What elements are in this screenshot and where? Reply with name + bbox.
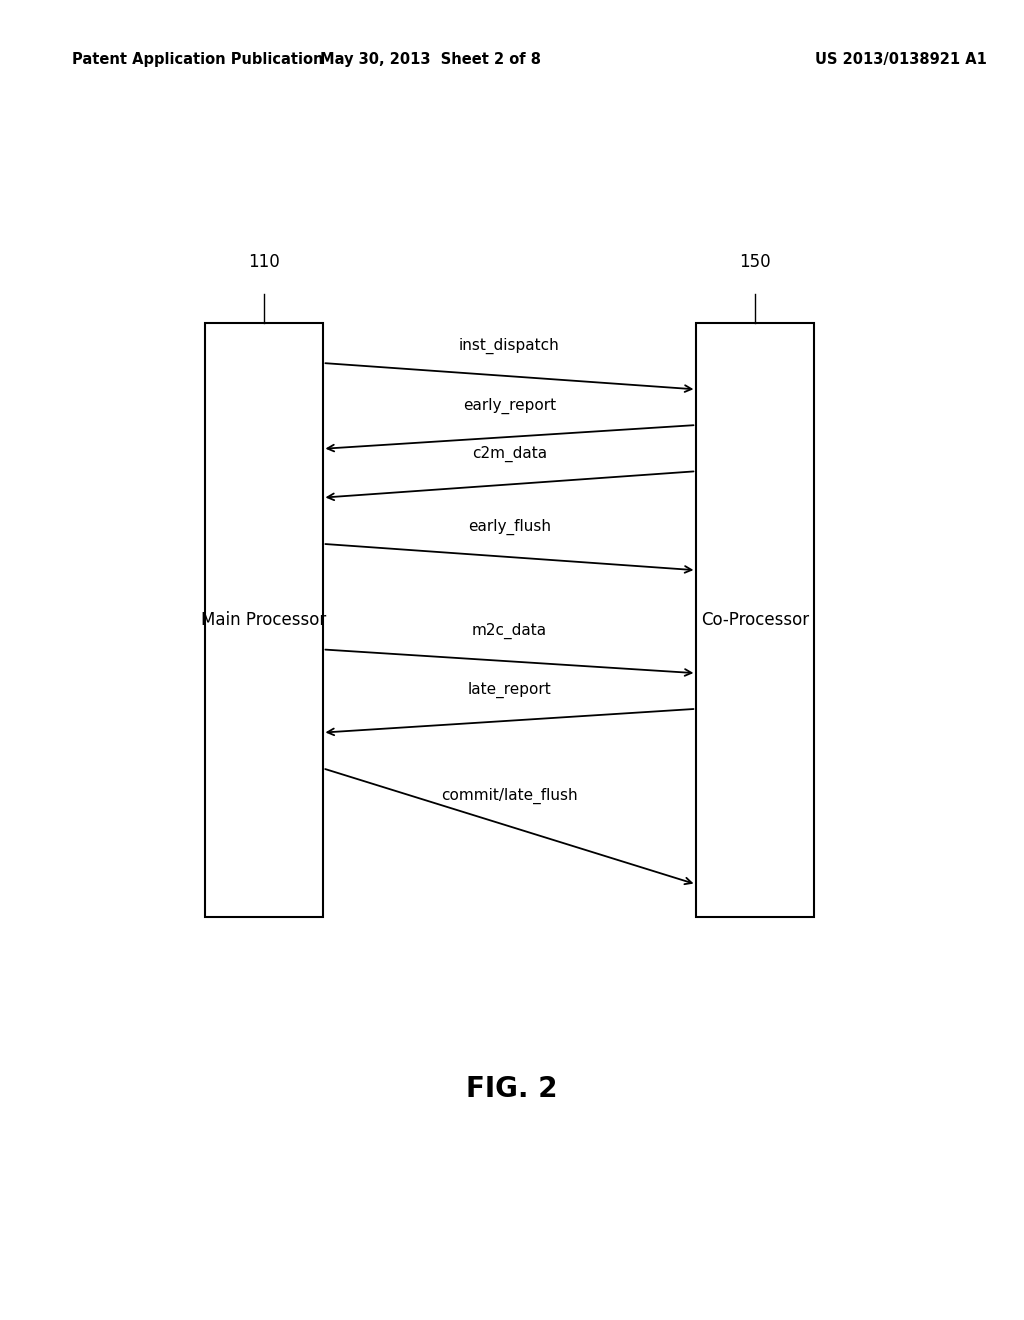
Text: late_report: late_report bbox=[468, 682, 551, 698]
Text: Patent Application Publication: Patent Application Publication bbox=[72, 51, 324, 67]
Bar bbox=[696, 323, 814, 917]
Text: inst_dispatch: inst_dispatch bbox=[459, 338, 560, 354]
Text: m2c_data: m2c_data bbox=[472, 623, 547, 639]
Text: 150: 150 bbox=[739, 252, 771, 271]
Text: commit/late_flush: commit/late_flush bbox=[441, 788, 578, 804]
Text: Co-Processor: Co-Processor bbox=[701, 611, 809, 630]
Text: early_flush: early_flush bbox=[468, 519, 551, 535]
Text: FIG. 2: FIG. 2 bbox=[466, 1074, 558, 1104]
Text: US 2013/0138921 A1: US 2013/0138921 A1 bbox=[815, 51, 987, 67]
Text: Main Processor: Main Processor bbox=[201, 611, 327, 630]
Bar bbox=[205, 323, 323, 917]
Text: c2m_data: c2m_data bbox=[472, 446, 547, 462]
Text: 110: 110 bbox=[248, 252, 280, 271]
Text: May 30, 2013  Sheet 2 of 8: May 30, 2013 Sheet 2 of 8 bbox=[319, 51, 541, 67]
Text: early_report: early_report bbox=[463, 399, 556, 414]
